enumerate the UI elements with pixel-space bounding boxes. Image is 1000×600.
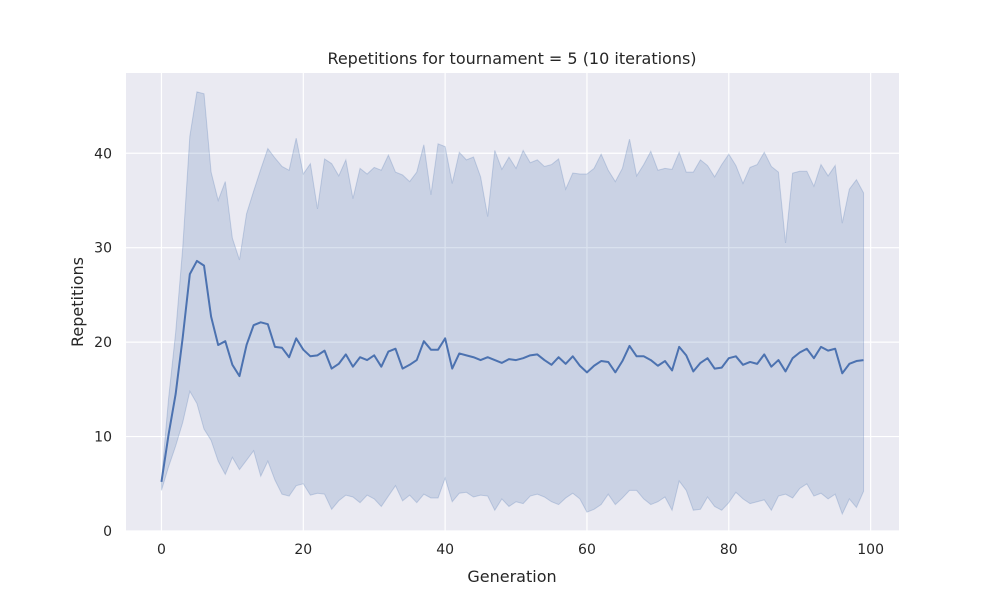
y-tick-label: 30 xyxy=(94,241,112,257)
x-tick-label: 80 xyxy=(720,542,738,558)
y-tick-labels: 0 10 20 30 40 xyxy=(94,146,112,540)
x-tick-label: 100 xyxy=(857,542,884,558)
y-tick-label: 10 xyxy=(94,430,112,446)
y-gridlines xyxy=(126,152,899,532)
x-axis-label: Generation xyxy=(467,567,556,586)
y-tick-label: 40 xyxy=(94,146,112,162)
x-gridlines xyxy=(160,73,872,531)
series-line-mean xyxy=(160,259,864,483)
y-axis-label: Repetitions xyxy=(68,257,87,347)
data-points xyxy=(161,260,864,482)
x-tick-label: 20 xyxy=(294,542,312,558)
chart-title: Repetitions for tournament = 5 (10 itera… xyxy=(327,49,696,68)
y-tick-label: 20 xyxy=(94,335,112,351)
x-tick-label: 40 xyxy=(436,542,454,558)
x-tick-label: 60 xyxy=(578,542,596,558)
plot-area xyxy=(126,73,899,531)
confidence-band xyxy=(160,91,865,516)
x-tick-label: 0 xyxy=(157,542,166,558)
y-tick-label: 0 xyxy=(103,524,112,540)
x-tick-labels: 0 20 40 60 80 100 xyxy=(157,542,884,558)
